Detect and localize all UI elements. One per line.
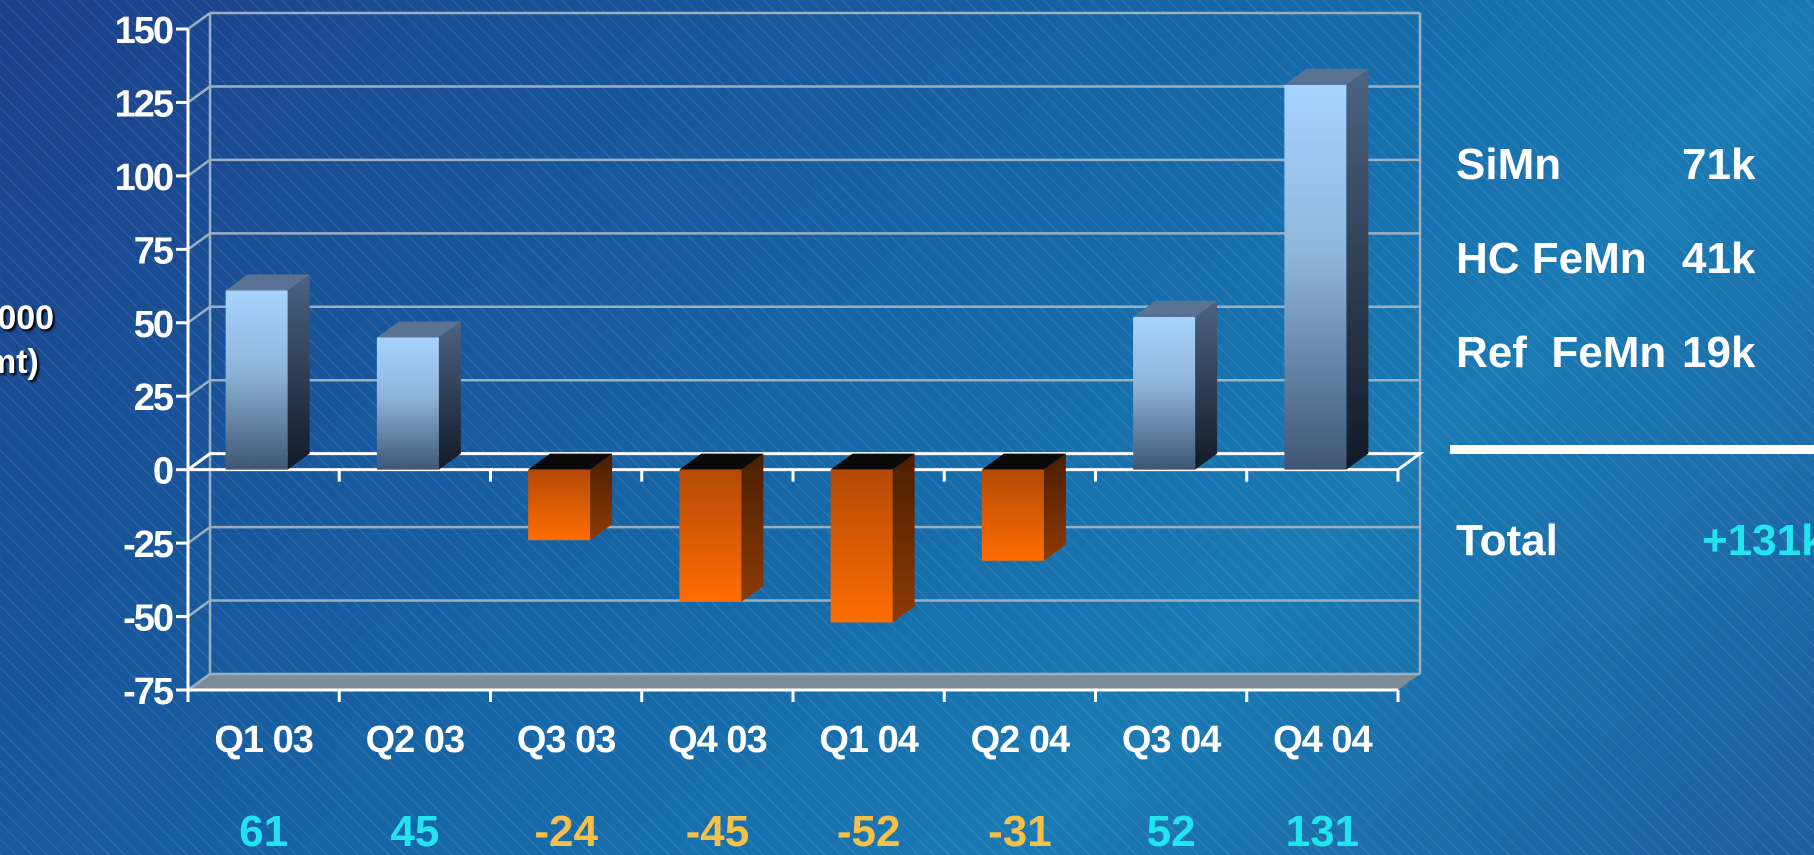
breakdown-row-ref-femn: Ref FeMn 19k	[1456, 328, 1814, 422]
x-tick-label: Q1 04	[819, 719, 918, 761]
total-value: +131k	[1702, 516, 1814, 565]
bar-top	[528, 453, 613, 470]
x-tick-label: Q2 04	[971, 719, 1070, 761]
bar	[679, 453, 764, 602]
bar-front	[1284, 84, 1347, 470]
total-divider	[1450, 445, 1814, 454]
bar-front	[679, 469, 742, 602]
bar-front	[528, 469, 591, 541]
gridline-diagonal	[187, 526, 211, 545]
gridline-diagonal	[187, 11, 211, 31]
bar-top	[1284, 68, 1369, 85]
bar	[1133, 300, 1218, 470]
breakdown-name: Ref FeMn	[1456, 328, 1667, 377]
y-tick-label: 100	[115, 157, 173, 199]
y-tick-label: 25	[134, 377, 174, 419]
bar-side	[1043, 453, 1066, 561]
y-tick-label: -75	[123, 671, 174, 713]
bar	[528, 453, 613, 541]
axes	[176, 27, 1425, 702]
value-label: 61	[239, 807, 288, 855]
x-tick-label: Q1 03	[214, 719, 313, 761]
gridlines	[187, 11, 1422, 692]
bar	[830, 453, 915, 623]
zero-plane	[183, 452, 1425, 472]
bar-front	[981, 469, 1044, 561]
value-label: 45	[390, 807, 439, 855]
y-tick-label: -25	[123, 524, 174, 566]
y-tick-label: 0	[153, 451, 173, 493]
bar	[1284, 68, 1369, 470]
bar-front	[830, 469, 893, 623]
value-label: 52	[1147, 807, 1196, 855]
labels: 150 125 100 75 50 25 0 -25 -50 -75 Q1 03 61 Q2 03 45 Q…	[115, 10, 1374, 855]
bar-side	[590, 453, 613, 541]
x-tick-label: Q3 04	[1122, 719, 1221, 761]
bar	[981, 453, 1066, 561]
gridline-diagonal	[187, 85, 211, 104]
bar-side	[287, 274, 310, 470]
y-tick-label: 125	[115, 83, 174, 125]
bar-side	[1346, 68, 1369, 470]
gridline-diagonal	[187, 379, 211, 398]
value-label: -24	[534, 807, 598, 855]
total-row: Total +131k	[1456, 516, 1814, 566]
x-tick-label: Q3 03	[517, 719, 616, 761]
x-tick-label: Q4 03	[668, 719, 767, 761]
bar-top	[830, 453, 915, 470]
total-label: Total	[1456, 516, 1558, 565]
y-tick-label: 75	[134, 230, 174, 272]
bars	[225, 68, 1369, 623]
bar-top	[225, 274, 310, 291]
bar-side	[741, 453, 764, 602]
bar-top	[679, 453, 764, 470]
breakdown-value: 19k	[1682, 328, 1756, 377]
x-tick-label: Q4 04	[1273, 719, 1372, 761]
breakdown-row-simn: SiMn 71k	[1456, 140, 1814, 234]
breakdown-panel: SiMn 71k HC FeMn 41k Ref FeMn 19k	[1456, 140, 1814, 422]
breakdown-name: HC FeMn	[1456, 234, 1647, 283]
bar-front	[1133, 316, 1196, 470]
value-label: -52	[837, 807, 901, 855]
bar-front	[225, 290, 288, 470]
bar-side	[1195, 300, 1218, 470]
breakdown-value: 41k	[1682, 234, 1756, 283]
bar-top	[1133, 300, 1218, 317]
y-tick-label: 150	[115, 10, 173, 52]
gridline-diagonal	[187, 672, 211, 692]
gridline-diagonal	[187, 599, 211, 618]
y-axis-label-line-1: (000	[0, 299, 55, 337]
bar-top	[376, 321, 461, 338]
value-label: -45	[686, 807, 750, 855]
bar	[376, 321, 461, 470]
y-tick-label: -50	[123, 598, 173, 640]
y-axis-label-line-2: mt)	[0, 343, 39, 381]
value-label: 131	[1286, 807, 1359, 855]
bar-top	[981, 453, 1066, 470]
bar-side	[892, 453, 915, 623]
value-label: -31	[988, 807, 1052, 855]
breakdown-row-hc-femn: HC FeMn 41k	[1456, 234, 1814, 328]
breakdown-name: SiMn	[1456, 140, 1562, 189]
gridline-diagonal	[187, 232, 211, 251]
bar	[225, 274, 310, 470]
bar-side	[438, 321, 461, 470]
x-tick-label: Q2 03	[366, 719, 465, 761]
gridline-diagonal	[187, 305, 211, 324]
y-axis-label: (000 mt)	[0, 296, 86, 384]
bar-front	[376, 337, 439, 470]
y-tick-label: 50	[134, 304, 173, 346]
gridline-diagonal	[187, 158, 211, 177]
chart-floor	[188, 674, 1420, 690]
breakdown-value: 71k	[1682, 140, 1756, 189]
